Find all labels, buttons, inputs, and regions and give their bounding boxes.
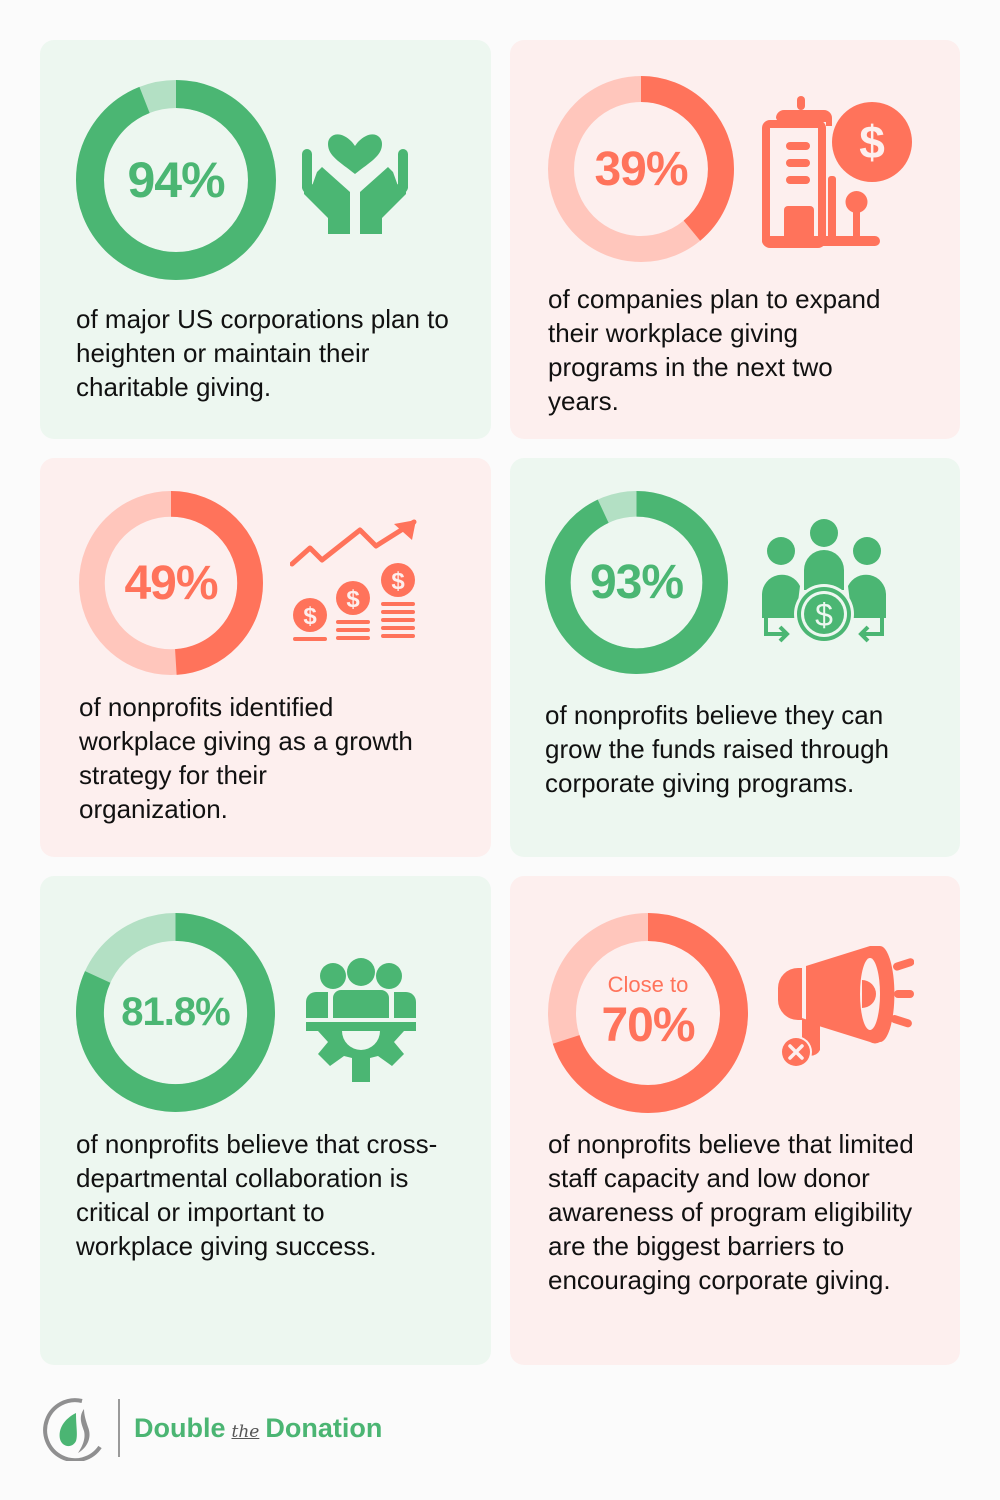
stat-description: of nonprofits believe that limited staff…: [548, 1129, 914, 1295]
stat-card-companies-expand: 39% $ of companies plan to expand their …: [510, 40, 960, 439]
donut-chart: Close to 70%: [548, 913, 748, 1113]
logo-divider: [118, 1399, 120, 1457]
svg-text:$: $: [859, 116, 885, 168]
donut-chart: 81.8%: [76, 913, 275, 1112]
donut-chart: 39%: [548, 76, 734, 262]
donut-chart: 93%: [545, 491, 728, 674]
megaphone-x-icon: [774, 944, 915, 1076]
logo-word-double: Double: [134, 1412, 226, 1443]
donut-chart: 49%: [79, 491, 263, 675]
donut-chart: 94%: [76, 80, 276, 280]
stat-card-nonprofits-growth: 49% $ $ $ of nonprofits identified workp…: [40, 458, 491, 857]
stat-value: 93%: [589, 556, 684, 609]
svg-text:$: $: [346, 586, 360, 613]
stat-card-barriers: Close to 70% of nonprofits believe that …: [510, 876, 960, 1365]
team-gear-icon: [306, 958, 416, 1082]
logo-word-the: the: [231, 1421, 260, 1442]
stat-description: of nonprofits believe that cross-departm…: [76, 1129, 438, 1261]
brand-logo: Double the Donation: [38, 1395, 382, 1461]
stat-value: 39%: [594, 142, 688, 196]
svg-text:$: $: [391, 568, 405, 595]
stat-value: 94%: [127, 152, 225, 208]
stat-card-nonprofits-funds: 93% $ of nonprofits believe they can gro…: [510, 458, 960, 857]
stat-value: 70%: [601, 998, 695, 1052]
svg-text:$: $: [303, 603, 317, 630]
heart-in-hands-icon: [300, 134, 410, 238]
stat-card-collaboration: 81.8% of nonprofits believe that cross-d…: [40, 876, 491, 1365]
stat-description: of major US corporations plan to heighte…: [76, 304, 449, 402]
stat-prefix: Close to: [607, 971, 689, 997]
logo-word-donation: Donation: [265, 1412, 383, 1443]
growth-coins-icon: $ $ $: [289, 518, 420, 648]
stat-value: 49%: [124, 556, 218, 610]
logo-mark-icon: [43, 1398, 102, 1461]
logo-wordmark: Double the Donation: [134, 1413, 382, 1444]
people-funds-icon: $: [762, 518, 886, 644]
stat-card-corporations-giving: 94% of major US corporations plan to hei…: [40, 40, 491, 439]
stat-value: 81.8%: [121, 990, 230, 1034]
stat-description: of nonprofits believe they can grow the …: [545, 700, 889, 798]
stat-description: of nonprofits identified workplace givin…: [79, 692, 413, 824]
stat-description: of companies plan to expand their workpl…: [548, 284, 881, 416]
building-dollar-icon: $: [762, 96, 914, 248]
svg-text:$: $: [815, 597, 833, 633]
